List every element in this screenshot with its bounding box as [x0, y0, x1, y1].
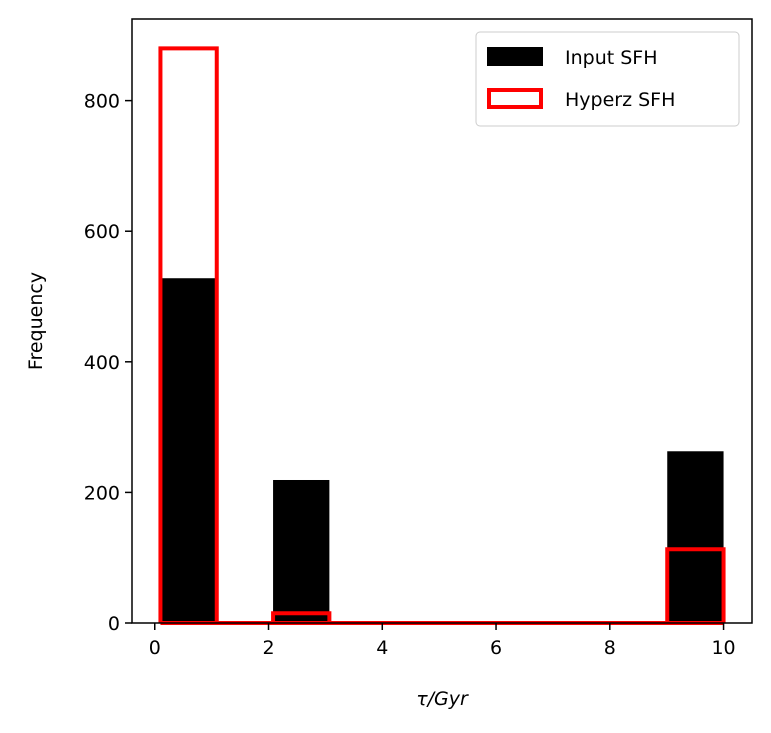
y-tick-label: 200: [84, 482, 120, 504]
x-tick-label: 2: [262, 637, 274, 659]
legend: Input SFH Hyperz SFH: [475, 31, 740, 127]
legend-label-input-sfh: Input SFH: [565, 47, 658, 69]
y-tick-label: 800: [84, 91, 120, 113]
input-sfh-bar-9: [667, 451, 724, 623]
x-tick-label: 6: [490, 637, 502, 659]
x-axis-ticks: 0 2 4 6 8 10: [149, 623, 736, 659]
hyperz-sfh-steps: [158, 46, 726, 625]
x-tick-label: 8: [604, 637, 616, 659]
x-tick-label: 10: [711, 637, 735, 659]
x-tick-label: 4: [376, 637, 388, 659]
legend-swatch-input-sfh: [487, 47, 543, 66]
input-sfh-bar-2: [273, 479, 330, 623]
y-tick-label: 400: [84, 352, 120, 374]
x-axis-label: τ/Gyr: [416, 688, 469, 710]
x-tick-label: 0: [149, 637, 161, 659]
y-tick-label: 600: [84, 221, 120, 243]
y-tick-label: 0: [108, 613, 120, 635]
input-sfh-bars: [160, 278, 724, 623]
legend-swatch-hyperz-sfh: [487, 88, 543, 109]
legend-label-hyperz-sfh: Hyperz SFH: [565, 89, 675, 111]
y-axis-ticks: 0 200 400 600 800: [84, 91, 132, 635]
y-axis-label: Frequency: [25, 272, 47, 370]
input-sfh-bar-0: [160, 278, 217, 623]
axes-frame: [131, 18, 753, 624]
hyperz-sfh-outline: [158, 46, 726, 625]
